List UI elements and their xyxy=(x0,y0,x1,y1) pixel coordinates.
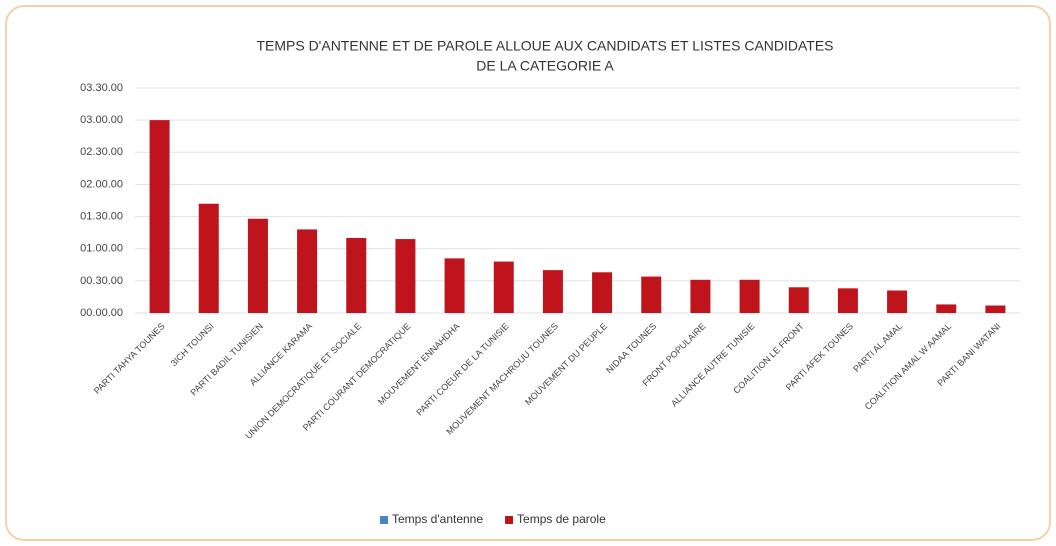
bar xyxy=(444,258,465,313)
bar xyxy=(149,120,170,314)
bar xyxy=(985,305,1006,313)
legend-swatch xyxy=(505,516,514,524)
y-tick-label: 02.00.00 xyxy=(80,178,123,190)
bar xyxy=(198,203,219,313)
bar xyxy=(346,238,367,313)
chart-title: TEMPS D'ANTENNE ET DE PAROLE ALLOUE AUX … xyxy=(256,38,833,54)
bar xyxy=(641,276,662,313)
bar xyxy=(247,218,268,313)
legend-swatch xyxy=(380,516,388,524)
chart-title: DE LA CATEGORIE A xyxy=(476,58,614,74)
bar xyxy=(887,290,908,313)
bar xyxy=(739,279,760,313)
bar xyxy=(592,272,613,313)
y-tick-label: 03.30.00 xyxy=(80,82,123,94)
bar xyxy=(297,229,318,313)
bar xyxy=(837,288,858,313)
bar xyxy=(493,261,514,313)
y-tick-label: 02.30.00 xyxy=(80,146,123,158)
y-tick-label: 01.30.00 xyxy=(80,210,123,222)
legend-label: Temps d'antenne xyxy=(392,512,483,526)
bar xyxy=(936,304,957,313)
bar xyxy=(788,287,809,313)
bar xyxy=(542,270,563,313)
bar xyxy=(690,279,711,313)
frame xyxy=(5,5,1051,541)
y-tick-label: 00.30.00 xyxy=(80,275,123,287)
bar xyxy=(395,239,416,313)
y-tick-label: 03.00.00 xyxy=(80,114,123,126)
legend-label: Temps de parole xyxy=(517,512,606,526)
y-tick-label: 01.00.00 xyxy=(80,243,123,255)
y-tick-label: 00.00.00 xyxy=(80,307,123,319)
